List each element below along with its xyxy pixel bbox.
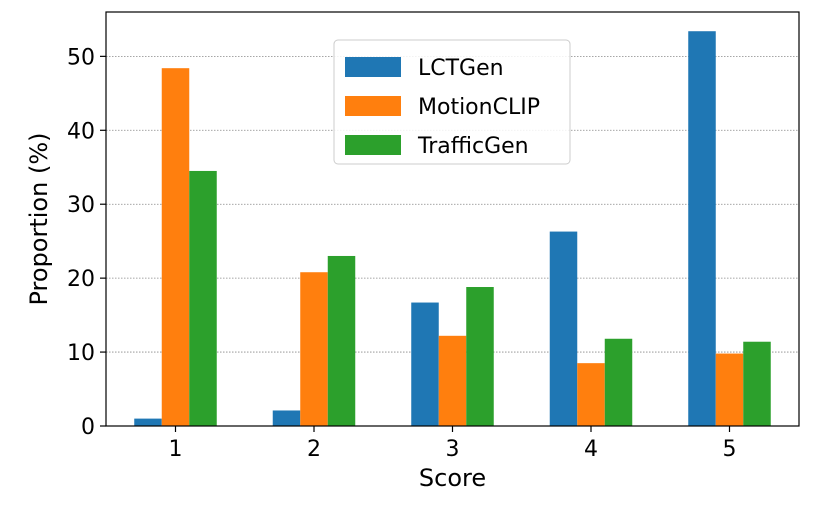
- legend-swatch-motionclip: [345, 96, 401, 116]
- x-tick-label: 1: [169, 437, 183, 462]
- bar-lctgen-5: [688, 31, 716, 426]
- bar-lctgen-3: [411, 302, 439, 426]
- y-tick-label: 20: [67, 267, 95, 292]
- bar-motionclip-4: [577, 363, 605, 426]
- y-tick-label: 50: [67, 45, 95, 70]
- bar-motionclip-5: [715, 353, 744, 426]
- legend-swatch-lctgen: [345, 57, 401, 77]
- legend-label-motionclip: MotionCLIP: [418, 95, 540, 120]
- x-axis-label: Score: [419, 464, 486, 492]
- bar-trafficgen-5: [743, 341, 771, 426]
- bars: [134, 31, 771, 426]
- bar-motionclip-1: [161, 68, 190, 426]
- x-tick-label: 3: [446, 437, 460, 462]
- x-tick-label: 2: [307, 437, 321, 462]
- legend: LCTGen MotionCLIP TrafficGen: [333, 39, 571, 165]
- y-tick-label: 0: [81, 415, 95, 440]
- y-axis-label: Proportion (%): [25, 133, 53, 306]
- x-axis-ticks: 1 2 3 4 5: [169, 426, 737, 462]
- bar-trafficgen-4: [604, 338, 633, 426]
- y-tick-label: 40: [67, 119, 95, 144]
- bar-lctgen-1: [134, 418, 162, 426]
- y-axis-ticks: 0 10 20 30 40 50: [67, 45, 106, 440]
- y-tick-label: 10: [67, 341, 95, 366]
- bar-trafficgen-3: [466, 287, 494, 426]
- legend-swatch-trafficgen: [345, 135, 401, 155]
- bar-trafficgen-1: [189, 170, 217, 426]
- y-tick-label: 30: [67, 193, 95, 218]
- bar-lctgen-2: [272, 410, 301, 426]
- x-tick-label: 4: [584, 437, 598, 462]
- bar-motionclip-2: [300, 272, 328, 426]
- x-tick-label: 5: [723, 437, 737, 462]
- bar-motionclip-3: [438, 335, 467, 426]
- bar-lctgen-4: [549, 231, 578, 426]
- legend-label-lctgen: LCTGen: [418, 56, 504, 81]
- bar-trafficgen-2: [327, 255, 356, 426]
- legend-label-trafficgen: TrafficGen: [417, 134, 529, 159]
